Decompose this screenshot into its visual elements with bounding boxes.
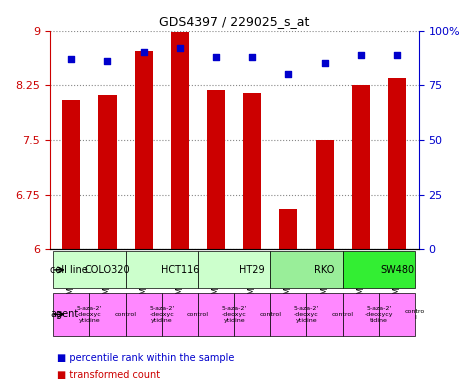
Text: ■ percentile rank within the sample: ■ percentile rank within the sample <box>57 353 234 363</box>
Text: cell line: cell line <box>50 265 88 275</box>
Text: control: control <box>187 312 209 317</box>
Point <box>140 50 147 56</box>
Text: contro
l: contro l <box>405 309 425 320</box>
Bar <box>207 90 225 249</box>
Point <box>393 51 401 58</box>
Bar <box>62 100 80 249</box>
Point <box>212 54 220 60</box>
Text: HCT116: HCT116 <box>161 265 199 275</box>
FancyBboxPatch shape <box>89 293 125 336</box>
Point <box>67 56 75 62</box>
Point <box>176 45 184 51</box>
FancyBboxPatch shape <box>198 252 270 288</box>
FancyBboxPatch shape <box>379 293 415 336</box>
Bar <box>171 32 189 249</box>
Bar <box>315 140 333 249</box>
Text: RKO: RKO <box>314 265 335 275</box>
Bar <box>279 209 297 249</box>
Text: COLO320: COLO320 <box>85 265 130 275</box>
Text: control: control <box>259 312 281 317</box>
Point <box>357 51 364 58</box>
FancyBboxPatch shape <box>53 252 125 288</box>
FancyBboxPatch shape <box>306 293 342 336</box>
Text: agent: agent <box>50 310 78 319</box>
FancyBboxPatch shape <box>270 293 306 336</box>
Point <box>104 58 111 64</box>
FancyBboxPatch shape <box>342 252 415 288</box>
Text: control: control <box>114 312 137 317</box>
Point <box>248 54 256 60</box>
Point <box>321 60 328 66</box>
FancyBboxPatch shape <box>234 293 270 336</box>
Text: 5-aza-2'
-deoxyc
ytidine: 5-aza-2' -deoxyc ytidine <box>149 306 174 323</box>
Text: 5-aza-2'
-deoxyc
ytidine: 5-aza-2' -deoxyc ytidine <box>221 306 247 323</box>
FancyBboxPatch shape <box>270 252 342 288</box>
Text: 5-aza-2'
-deoxycy
tidine: 5-aza-2' -deoxycy tidine <box>365 306 393 323</box>
Text: ■ transformed count: ■ transformed count <box>57 370 160 380</box>
FancyBboxPatch shape <box>125 252 198 288</box>
Point <box>285 71 292 78</box>
Text: SW480: SW480 <box>380 265 414 275</box>
Title: GDS4397 / 229025_s_at: GDS4397 / 229025_s_at <box>159 15 309 28</box>
Text: control: control <box>332 312 354 317</box>
Text: 5-aza-2'
-deoxyc
ytidine: 5-aza-2' -deoxyc ytidine <box>294 306 319 323</box>
Bar <box>388 78 406 249</box>
Bar <box>134 51 153 249</box>
FancyBboxPatch shape <box>162 293 198 336</box>
Bar <box>98 95 116 249</box>
Text: HT29: HT29 <box>239 265 265 275</box>
FancyBboxPatch shape <box>53 293 89 336</box>
FancyBboxPatch shape <box>342 293 379 336</box>
FancyBboxPatch shape <box>198 293 234 336</box>
FancyBboxPatch shape <box>125 293 162 336</box>
Bar <box>352 85 370 249</box>
Text: 5-aza-2'
-deoxyc
ytidine: 5-aza-2' -deoxyc ytidine <box>77 306 102 323</box>
Bar <box>243 93 261 249</box>
